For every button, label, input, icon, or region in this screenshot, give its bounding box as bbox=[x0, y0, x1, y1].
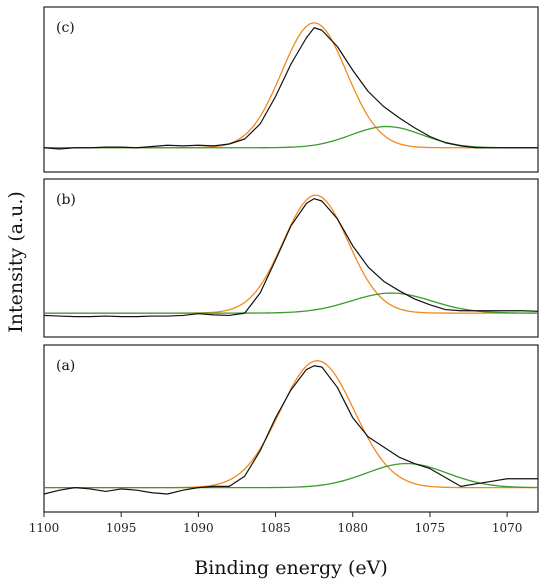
panel-frame bbox=[43, 6, 539, 173]
panel-a: (a) bbox=[43, 344, 539, 513]
panel-label: (c) bbox=[56, 20, 75, 36]
y-axis-title: Intensity (a.u.) bbox=[5, 191, 27, 333]
x-tick-label: 1070 bbox=[492, 521, 523, 535]
panels-group: (c) (b) (a) bbox=[43, 6, 539, 513]
panel-b: (b) bbox=[43, 178, 539, 338]
measured-spectrum-line bbox=[43, 27, 538, 150]
shoulder-fit-line bbox=[44, 125, 538, 149]
main-fit-line bbox=[44, 194, 538, 314]
main-fit-line bbox=[44, 360, 538, 489]
panel-frame bbox=[43, 178, 539, 338]
x-tick-label: 1090 bbox=[183, 521, 214, 535]
panel-frame bbox=[43, 344, 539, 513]
shoulder-fit-line bbox=[44, 462, 539, 489]
main-fit-line bbox=[44, 22, 538, 149]
panel-label: (a) bbox=[56, 358, 75, 374]
shoulder-fit-line bbox=[44, 292, 539, 314]
x-tick-label: 1075 bbox=[415, 521, 446, 535]
x-tick-label: 1080 bbox=[337, 521, 368, 535]
x-axis-title: Binding energy (eV) bbox=[194, 557, 388, 579]
x-axis: 1100 1095 1090 1085 1080 1075 1070 bbox=[29, 512, 523, 535]
measured-spectrum-line bbox=[43, 198, 539, 318]
x-tick-label: 1095 bbox=[106, 521, 137, 535]
measured-spectrum-line bbox=[43, 365, 538, 495]
panel-c: (c) bbox=[43, 6, 539, 173]
x-tick-label: 1085 bbox=[260, 521, 291, 535]
x-tick-label: 1100 bbox=[29, 521, 60, 535]
panel-label: (b) bbox=[56, 192, 76, 208]
